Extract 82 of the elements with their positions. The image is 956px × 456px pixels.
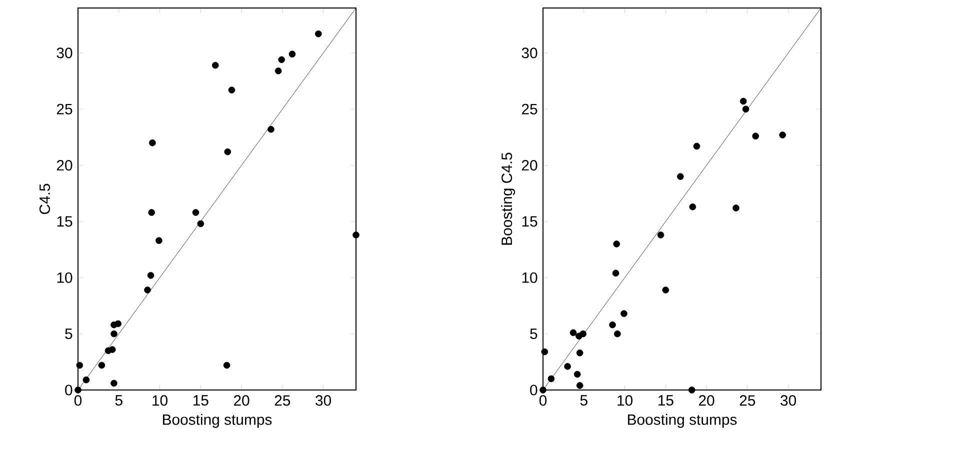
- y-tick-label: 20: [522, 160, 538, 171]
- point: [662, 286, 670, 294]
- x-tick-label: 0: [74, 395, 82, 406]
- point: [740, 98, 747, 105]
- point: [114, 320, 122, 328]
- y-tick-label: 15: [57, 216, 72, 227]
- point: [564, 363, 571, 370]
- point: [274, 68, 282, 74]
- point: [688, 386, 696, 394]
- point: [110, 380, 118, 387]
- point: [278, 56, 285, 64]
- point: [144, 286, 151, 294]
- point: [149, 139, 156, 146]
- x-axis-title: Boosting stumps: [628, 414, 737, 428]
- point: [580, 330, 586, 338]
- point: [197, 220, 204, 228]
- x-tick-label: 0: [539, 395, 547, 406]
- point: [548, 375, 555, 382]
- point: [779, 132, 786, 138]
- point: [76, 362, 84, 369]
- point: [110, 330, 118, 338]
- y-tick-label: 30: [56, 48, 72, 58]
- point: [540, 386, 546, 394]
- point: [693, 142, 700, 150]
- x-tick-label: 30: [316, 395, 332, 406]
- point: [192, 209, 200, 216]
- point: [212, 62, 219, 69]
- point: [576, 350, 584, 356]
- y-tick-label: 0: [65, 384, 72, 396]
- point: [752, 132, 759, 140]
- point: [574, 370, 581, 378]
- y-tick-label: 30: [522, 48, 538, 58]
- y-tick-label: 25: [56, 104, 72, 114]
- point: [108, 346, 116, 353]
- y-tick-label: 20: [56, 160, 72, 171]
- point: [576, 382, 584, 389]
- point: [74, 386, 82, 394]
- point: [613, 240, 620, 248]
- point: [676, 173, 684, 180]
- point: [314, 30, 322, 38]
- point: [228, 86, 236, 94]
- x-tick-label: 5: [115, 395, 122, 406]
- y-tick-label: 10: [522, 272, 538, 283]
- x-axis-title: Boosting stumps: [162, 414, 272, 428]
- point: [614, 330, 621, 338]
- point: [609, 321, 616, 328]
- x-tick-label: 25: [740, 395, 756, 406]
- y-tick-label: 15: [522, 216, 538, 227]
- x-tick-label: 30: [780, 395, 796, 406]
- point: [82, 376, 90, 384]
- y-tick-label: 25: [522, 104, 538, 114]
- x-tick-label: 25: [274, 395, 290, 406]
- point: [268, 126, 274, 133]
- point: [147, 272, 154, 279]
- y-axis-title: Boosting C4.5: [501, 152, 516, 245]
- point: [224, 148, 232, 156]
- point: [612, 270, 620, 277]
- x-tick-label: 5: [580, 395, 588, 406]
- point: [732, 204, 740, 212]
- point: [223, 362, 230, 369]
- point: [156, 237, 162, 244]
- point: [352, 232, 360, 238]
- point: [148, 209, 155, 216]
- y-tick-label: 0: [530, 384, 538, 396]
- y-tick-label: 5: [65, 328, 72, 340]
- y-axis-title: C4.5: [39, 184, 50, 214]
- x-tick-label: 10: [152, 395, 168, 406]
- point: [657, 232, 664, 238]
- point: [98, 362, 106, 369]
- point: [288, 50, 296, 58]
- point: [689, 203, 696, 210]
- point: [742, 106, 750, 113]
- x-tick-label: 15: [658, 395, 674, 406]
- point: [541, 348, 548, 356]
- point: [620, 310, 628, 317]
- y-tick-label: 10: [57, 272, 72, 283]
- x-tick-label: 20: [698, 395, 714, 406]
- x-tick-label: 10: [618, 395, 632, 406]
- y-tick-label: 5: [530, 328, 538, 340]
- x-tick-label: 15: [193, 395, 208, 406]
- x-tick-label: 20: [234, 395, 250, 406]
- point: [570, 329, 577, 336]
